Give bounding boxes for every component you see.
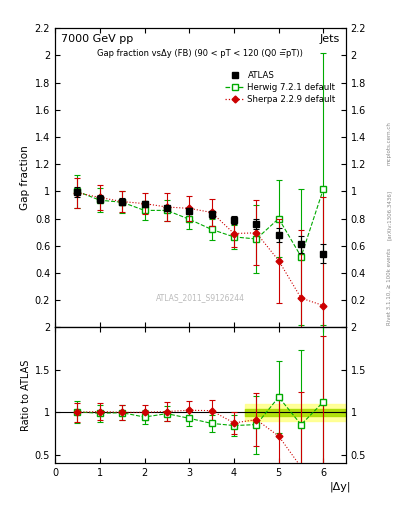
Text: 7000 GeV pp: 7000 GeV pp (61, 34, 133, 44)
Text: Jets: Jets (320, 34, 340, 44)
Text: [arXiv:1306.3436]: [arXiv:1306.3436] (387, 190, 391, 240)
Text: ATLAS_2011_S9126244: ATLAS_2011_S9126244 (156, 293, 245, 302)
Y-axis label: Gap fraction: Gap fraction (20, 145, 31, 210)
Text: mcplots.cern.ch: mcplots.cern.ch (387, 121, 391, 165)
Y-axis label: Ratio to ATLAS: Ratio to ATLAS (20, 359, 31, 431)
Text: Gap fraction vsΔy (FB) (90 < pT < 120 (Q0 =̅pT̅)): Gap fraction vsΔy (FB) (90 < pT < 120 (Q… (97, 49, 303, 58)
Legend: ATLAS, Herwig 7.2.1 default, Sherpa 2.2.9 default: ATLAS, Herwig 7.2.1 default, Sherpa 2.2.… (225, 71, 336, 103)
Text: Rivet 3.1.10, ≥ 100k events: Rivet 3.1.10, ≥ 100k events (387, 248, 391, 325)
X-axis label: |Δy|: |Δy| (329, 481, 351, 492)
